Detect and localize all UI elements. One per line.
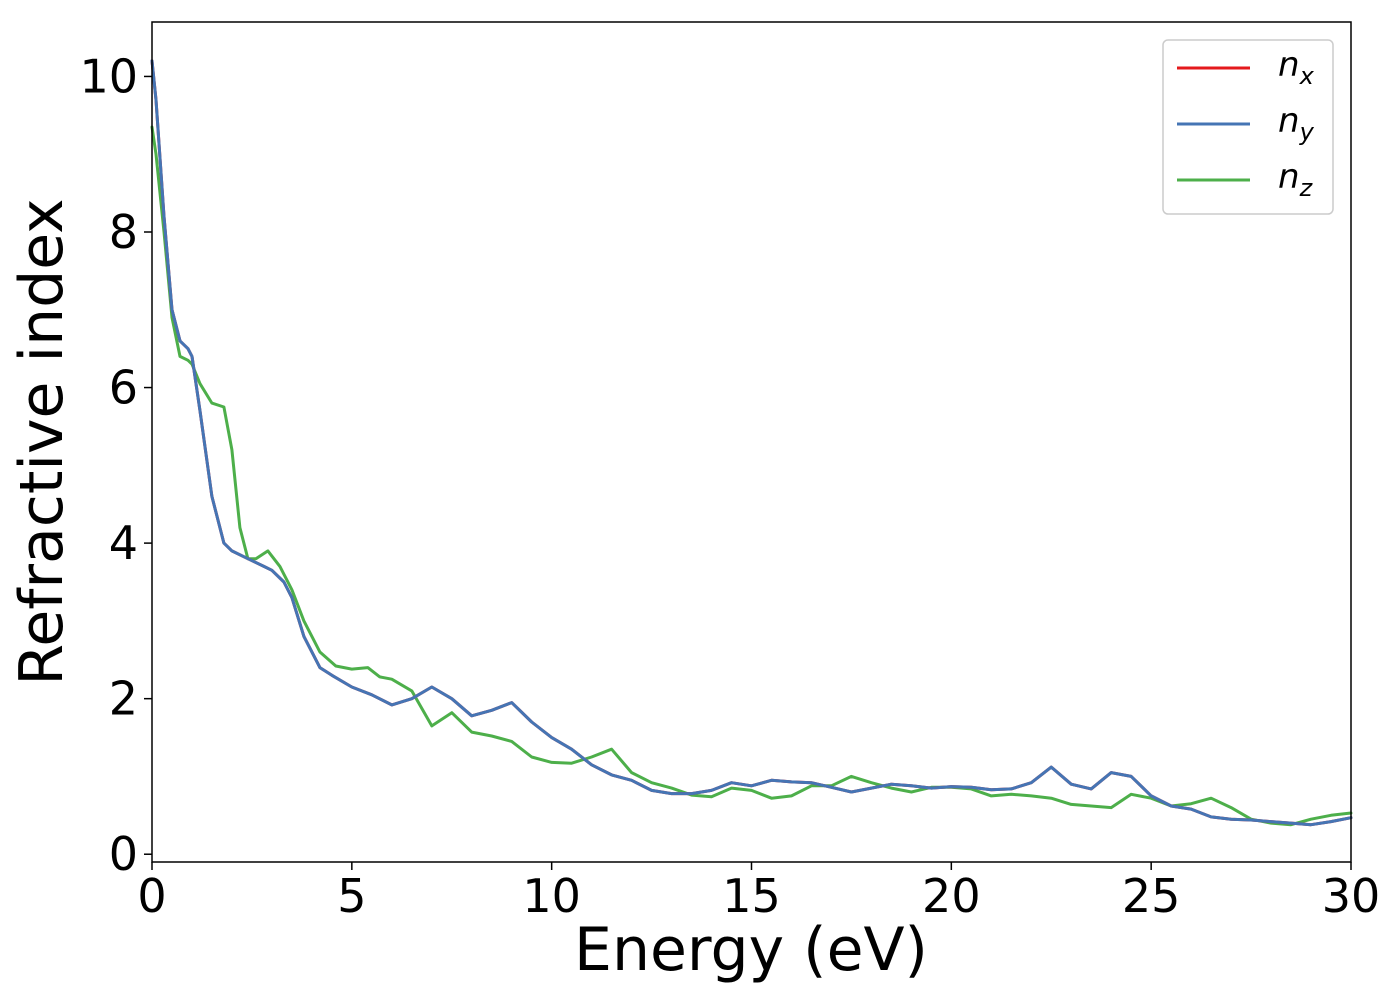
legend-label-y: ny (1278, 101, 1315, 146)
x-tick-label: 25 (1122, 869, 1181, 923)
y-axis-title: Refractive index (7, 198, 77, 685)
x-axis-title: Energy (eV) (574, 915, 928, 985)
x-tick-label: 15 (722, 869, 781, 923)
x-tick-label: 0 (137, 869, 166, 923)
x-tick-label: 20 (922, 869, 981, 923)
x-tick-label: 5 (337, 869, 366, 923)
legend-label-z: nz (1278, 157, 1314, 202)
y-tick-label: 2 (109, 672, 138, 726)
legend: nx ny nz (1162, 39, 1334, 215)
y-tick-label: 8 (109, 205, 138, 259)
x-tick-label: 10 (522, 869, 581, 923)
series-line-y (150, 59, 1353, 827)
x-axis-ticks: 0 5 10 15 20 25 30 (137, 862, 1380, 923)
y-tick-label: 0 (109, 827, 138, 881)
y-tick-label: 6 (109, 361, 138, 415)
y-axis-ticks: 0 2 4 6 8 10 (79, 49, 152, 881)
y-tick-label: 4 (109, 516, 138, 570)
y-tick-label: 10 (79, 49, 138, 103)
legend-label-x: nx (1278, 45, 1315, 90)
series-layer (150, 59, 1353, 827)
x-tick-label: 30 (1322, 869, 1381, 923)
legend-box (1162, 39, 1334, 215)
series-line-z (150, 125, 1353, 827)
